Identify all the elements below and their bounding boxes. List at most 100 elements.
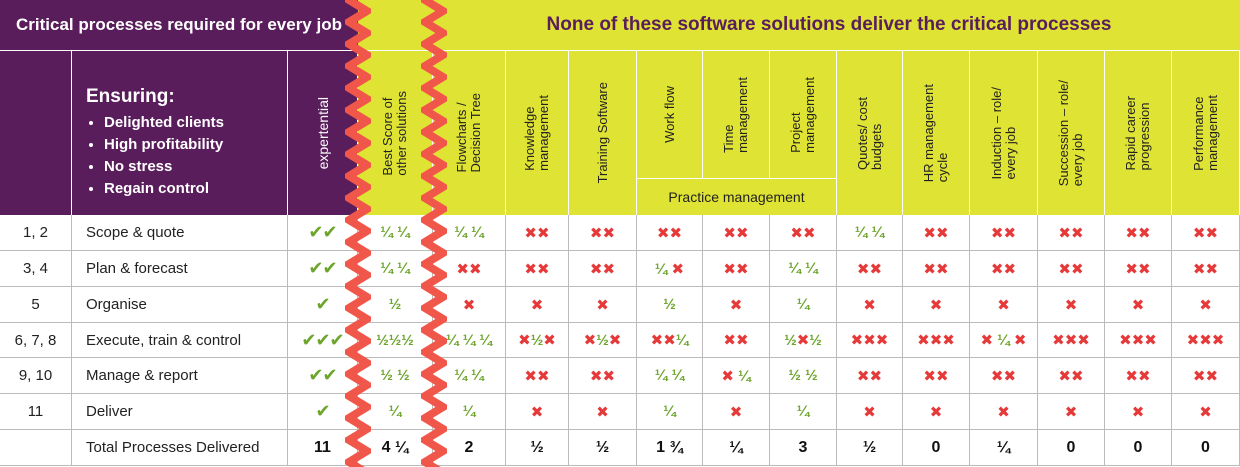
score-cell-proj: ½ ½ <box>770 358 837 394</box>
score-value: ✖ <box>1132 403 1145 421</box>
cross-icon: ✖ <box>790 224 803 242</box>
score-value: ½ <box>530 438 544 456</box>
score-cell-hr: ✖ <box>903 287 970 323</box>
score-value: ✖ <box>930 296 943 314</box>
score-value: ¼ <box>463 403 476 420</box>
score-value: ¼ <box>797 296 810 313</box>
cross-icon: ✖ <box>1205 260 1219 278</box>
score-value: ✖✖✖ <box>1052 331 1090 349</box>
score-value: ½ <box>389 296 402 313</box>
score-value: ✖ <box>531 403 544 421</box>
column-header-label: Best Score of other solutions <box>380 90 409 176</box>
score-value: 3 <box>798 438 808 456</box>
row-number: 1, 2 <box>0 215 72 251</box>
column-header-work: Work flow <box>637 50 703 178</box>
column-header-label: Project management <box>788 76 817 153</box>
score-cell-career: 0 <box>1105 430 1172 466</box>
score-value: ✖✖ <box>590 260 615 278</box>
score-value: ¼ ¼ <box>454 367 483 384</box>
fraction: ½ <box>809 332 822 349</box>
score-value: ✖✖ <box>790 224 815 242</box>
fraction: ½ <box>530 332 544 349</box>
score-cell-work: ½ <box>637 287 703 323</box>
score-cell-flow: ¼ <box>433 394 506 430</box>
cross-icon: ✖ <box>1003 367 1017 385</box>
score-cell-know: ✖ <box>506 394 569 430</box>
process-name: Manage & report <box>72 358 288 394</box>
right-header: None of these software solutions deliver… <box>358 0 1240 50</box>
fraction: ¼ <box>675 332 689 349</box>
fraction: ¼ <box>380 224 393 241</box>
score-value: ¼ ✖ <box>655 260 684 278</box>
score-cell-train: ✖✖ <box>569 215 637 251</box>
column-header-label: Induction – role/ every job <box>988 86 1018 180</box>
column-header-perf: Performance management <box>1172 50 1240 215</box>
score-cell-induct: ✖✖ <box>970 251 1038 287</box>
score-value: ✖✖ <box>1058 260 1083 278</box>
score-value: ✖✖ <box>923 367 948 385</box>
cross-icon: ✖ <box>1131 296 1145 314</box>
process-name: Execute, train & control <box>72 323 288 358</box>
column-header-label: Quotes/ cost budgets <box>854 96 884 170</box>
column-header-proj: Project management <box>770 50 837 178</box>
score-cell-train: ✖½✖ <box>569 323 637 358</box>
score-cell-hr: ✖ <box>903 394 970 430</box>
cross-icon: ✖ <box>723 224 736 242</box>
cross-icon: ✖ <box>1211 332 1225 349</box>
cross-icon: ✖ <box>671 260 685 278</box>
score-cell-work: ✖✖¼ <box>637 323 703 358</box>
score-cell-know: ✖ <box>506 287 569 323</box>
score-value: ✖✖¼ <box>651 331 689 349</box>
score-cell-time: ✖✖ <box>703 323 770 358</box>
fraction: ¼ <box>796 403 810 420</box>
cross-icon: ✖ <box>917 332 930 349</box>
score-value: ½✖½ <box>784 331 822 349</box>
cross-icon: ✖ <box>1199 332 1212 349</box>
left-header: Critical processes required for every jo… <box>0 0 358 50</box>
score-cell-best: ½½½ <box>358 323 433 358</box>
total-value: 11 <box>314 438 331 456</box>
column-header-best: Best Score of other solutions <box>358 50 433 215</box>
cross-icon: ✖ <box>1125 260 1138 278</box>
fraction: ¼ <box>454 224 467 241</box>
cross-icon: ✖ <box>929 296 943 314</box>
score-cell-perf: ✖ <box>1172 287 1240 323</box>
score-value: ½ ½ <box>788 367 817 384</box>
ensuring-list: Delighted clients High profitability No … <box>86 112 224 200</box>
fraction: ¼ <box>997 332 1010 349</box>
score-cell-career: ✖✖✖ <box>1105 323 1172 358</box>
cross-icon: ✖ <box>589 224 603 242</box>
score-cell-career: ✖✖ <box>1105 215 1172 251</box>
score-value: ✖✖ <box>524 367 549 385</box>
score-value: ✖✖✖ <box>1119 331 1157 349</box>
process-name: Total Processes Delivered <box>72 430 288 466</box>
check-icon: ✔✔ <box>308 258 337 278</box>
fraction: ¼ <box>854 224 868 241</box>
score-value: ✖ <box>531 296 544 314</box>
score-value: ✖½✖ <box>584 331 622 349</box>
check-icon: ✔ <box>315 294 330 314</box>
fraction: ¼ <box>788 260 801 277</box>
score-cell-proj: ✖✖ <box>770 215 837 251</box>
cross-icon: ✖ <box>990 260 1004 278</box>
score-cell-induct: ¼ <box>970 430 1038 466</box>
score-cell-quote: ✖ <box>837 287 903 323</box>
right-header-title: None of these software solutions deliver… <box>546 14 1112 35</box>
cross-icon: ✖ <box>602 224 616 242</box>
score-value: ✖✖ <box>524 224 549 242</box>
cross-icon: ✖ <box>721 367 734 385</box>
fraction: ½ <box>805 367 818 384</box>
score-value: ¼ ¼ <box>380 260 409 277</box>
score-value: ✖✖✖ <box>917 331 955 349</box>
cross-icon: ✖ <box>469 260 482 278</box>
cross-icon: ✖ <box>1138 260 1151 278</box>
score-value: ✖ <box>1199 403 1212 421</box>
fraction: ¼ <box>654 260 668 278</box>
cross-icon: ✖ <box>1071 367 1084 385</box>
score-value: ✖ <box>1065 403 1078 421</box>
score-cell-perf: ✖ <box>1172 394 1240 430</box>
cross-icon: ✖ <box>608 332 622 349</box>
score-value: ✖ <box>863 403 876 421</box>
column-header-time: Time management <box>703 50 770 178</box>
score-value: ¼ <box>663 403 676 420</box>
